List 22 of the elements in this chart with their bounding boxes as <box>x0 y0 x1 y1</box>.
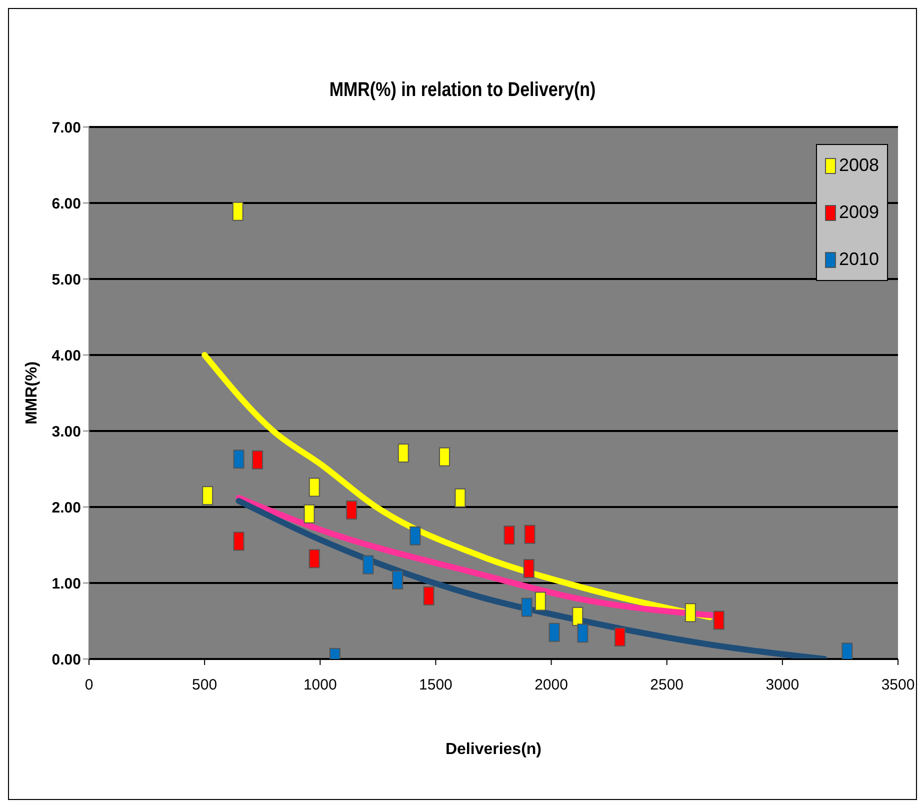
y-tick-label: 0.00 <box>52 651 81 668</box>
y-tick-label: 2.00 <box>52 499 81 516</box>
y-tick-label: 4.00 <box>52 347 81 364</box>
legend-label: 2010 <box>838 249 879 270</box>
y-tick-label: 5.00 <box>52 271 81 288</box>
legend-label: 2009 <box>838 202 879 223</box>
y-tick-label: 3.00 <box>52 423 81 440</box>
y-tick-label: 1.00 <box>52 575 81 592</box>
x-tick-label: 1000 <box>303 676 337 694</box>
x-tick-label: 3000 <box>766 676 800 694</box>
x-tick-label: 0 <box>84 676 94 694</box>
x-axis-title: Deliveries(n) <box>445 741 542 758</box>
y-tick-label: 6.00 <box>52 195 81 212</box>
x-tick-label: 3500 <box>881 676 915 694</box>
legend-label: 2008 <box>838 155 879 176</box>
x-tick-label: 500 <box>192 676 218 694</box>
y-tick-label: 7.00 <box>52 119 81 136</box>
chart-title: MMR(%) in relation to Delivery(n) <box>328 79 597 102</box>
x-tick-label: 1500 <box>419 676 452 694</box>
y-axis-title: MMR(%) <box>24 361 41 425</box>
x-tick-label: 2000 <box>534 676 568 694</box>
x-tick-label: 2500 <box>650 676 684 694</box>
